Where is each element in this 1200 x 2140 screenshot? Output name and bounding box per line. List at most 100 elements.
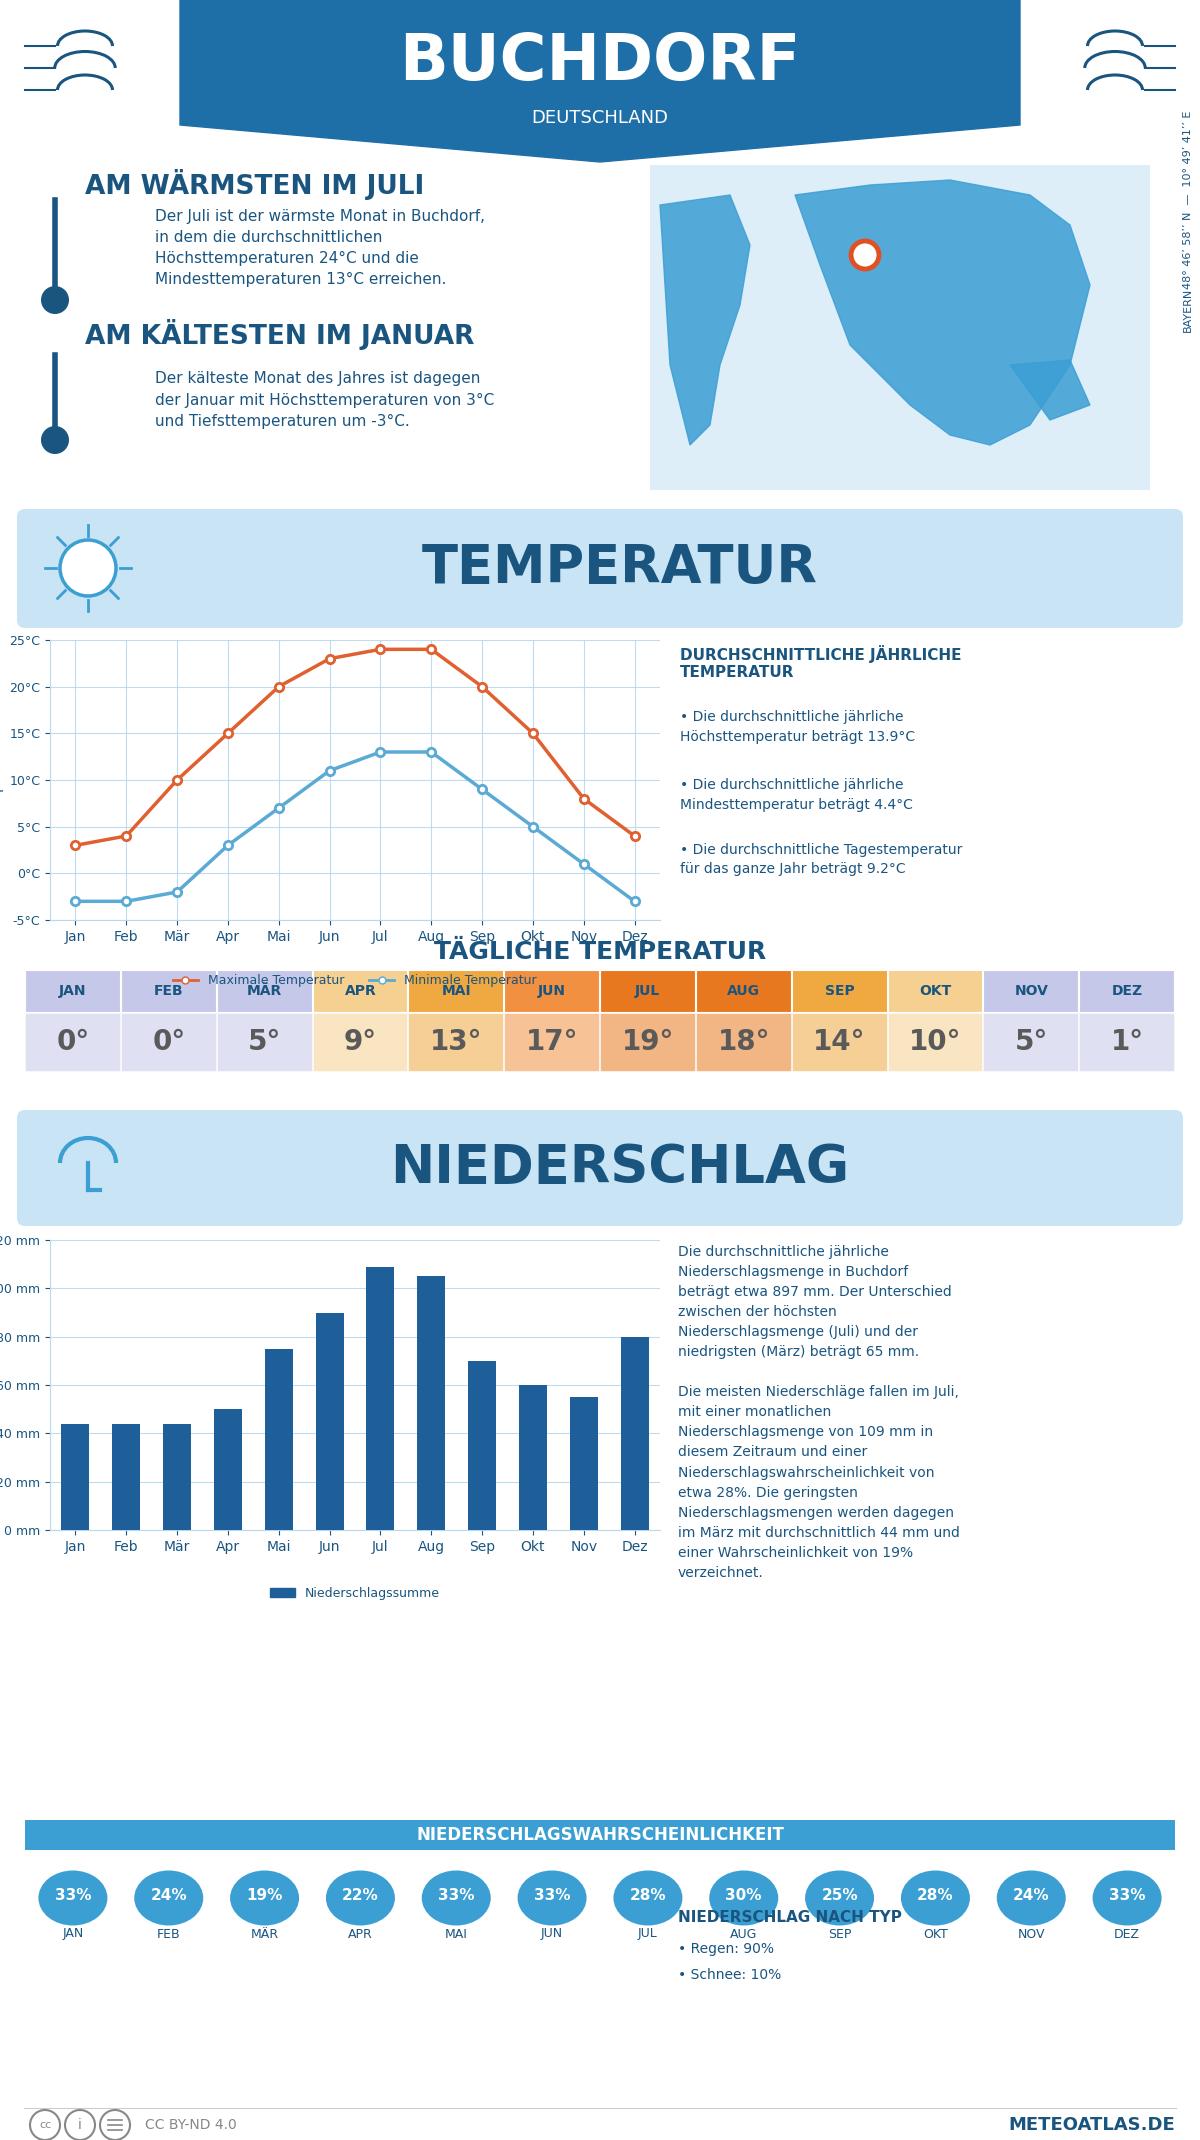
FancyBboxPatch shape: [408, 1012, 503, 1070]
Bar: [61, 1423, 89, 1530]
Text: 48° 46’ 58’’ N  —  10° 49’ 41’’ E: 48° 46’ 58’’ N — 10° 49’ 41’’ E: [1183, 111, 1193, 289]
Polygon shape: [660, 195, 750, 445]
Text: Der kälteste Monat des Jahres ist dagegen
der Januar mit Höchsttemperaturen von : Der kälteste Monat des Jahres ist dagege…: [155, 372, 494, 428]
Text: Der Juli ist der wärmste Monat in Buchdorf,
in dem die durchschnittlichen
Höchst: Der Juli ist der wärmste Monat in Buchdo…: [155, 210, 485, 287]
Text: AM KÄLTESTEN IM JANUAR: AM KÄLTESTEN IM JANUAR: [85, 319, 474, 351]
Text: 5°: 5°: [1014, 1027, 1048, 1055]
Text: AUG: AUG: [727, 984, 761, 997]
Text: SEP: SEP: [824, 984, 854, 997]
FancyBboxPatch shape: [983, 969, 1078, 1012]
Circle shape: [43, 1124, 133, 1213]
Ellipse shape: [134, 1870, 203, 1926]
Polygon shape: [180, 0, 1020, 163]
Text: JAN: JAN: [62, 1928, 84, 1941]
Text: JAN: JAN: [59, 984, 86, 997]
Ellipse shape: [997, 1870, 1066, 1926]
FancyBboxPatch shape: [983, 1012, 1078, 1070]
Text: DEZ: DEZ: [1114, 1928, 1140, 1941]
FancyBboxPatch shape: [121, 969, 216, 1012]
FancyBboxPatch shape: [25, 969, 120, 1012]
Polygon shape: [1010, 360, 1090, 419]
Text: NOV: NOV: [1018, 1928, 1045, 1941]
Text: MÄR: MÄR: [251, 1928, 278, 1941]
Text: CC BY-ND 4.0: CC BY-ND 4.0: [145, 2119, 236, 2131]
Text: APR: APR: [344, 984, 377, 997]
Text: 24%: 24%: [1013, 1887, 1050, 1902]
Text: NIEDERSCHLAGSWAHRSCHEINLICHKEIT: NIEDERSCHLAGSWAHRSCHEINLICHKEIT: [416, 1825, 784, 1845]
Bar: [113, 1423, 140, 1530]
Text: APR: APR: [348, 1928, 373, 1941]
Legend: Niederschlagssumme: Niederschlagssumme: [265, 1581, 445, 1605]
Text: 28%: 28%: [630, 1887, 666, 1902]
Circle shape: [851, 242, 878, 270]
Ellipse shape: [709, 1870, 779, 1926]
Text: NIEDERSCHLAG NACH TYP: NIEDERSCHLAG NACH TYP: [678, 1911, 902, 1926]
Legend: Maximale Temperatur, Minimale Temperatur: Maximale Temperatur, Minimale Temperatur: [168, 969, 542, 993]
Text: i: i: [78, 2119, 82, 2131]
Ellipse shape: [901, 1870, 970, 1926]
Text: OKT: OKT: [919, 984, 952, 997]
Text: • Regen: 90%: • Regen: 90%: [678, 1941, 774, 1956]
Ellipse shape: [805, 1870, 874, 1926]
Bar: [518, 1385, 547, 1530]
Circle shape: [41, 426, 70, 454]
Text: METEOATLAS.DE: METEOATLAS.DE: [1008, 2116, 1175, 2134]
Text: • Schnee: 10%: • Schnee: 10%: [678, 1969, 781, 1982]
FancyBboxPatch shape: [121, 1012, 216, 1070]
FancyBboxPatch shape: [17, 1111, 1183, 1226]
Circle shape: [41, 287, 70, 315]
FancyBboxPatch shape: [25, 1012, 120, 1070]
FancyBboxPatch shape: [696, 1012, 791, 1070]
Ellipse shape: [613, 1870, 683, 1926]
Ellipse shape: [230, 1870, 299, 1926]
Text: • Die durchschnittliche jährliche
Mindesttemperatur beträgt 4.4°C: • Die durchschnittliche jährliche Mindes…: [680, 779, 913, 811]
FancyBboxPatch shape: [1079, 969, 1174, 1012]
Text: • Die durchschnittliche jährliche
Höchsttemperatur beträgt 13.9°C: • Die durchschnittliche jährliche Höchst…: [680, 710, 916, 743]
Ellipse shape: [1092, 1870, 1162, 1926]
FancyBboxPatch shape: [792, 1012, 887, 1070]
Text: MAI: MAI: [445, 1928, 468, 1941]
Text: AM WÄRMSTEN IM JULI: AM WÄRMSTEN IM JULI: [85, 169, 425, 201]
Bar: [366, 1267, 395, 1530]
Text: 30%: 30%: [726, 1887, 762, 1902]
FancyBboxPatch shape: [17, 509, 1183, 627]
FancyBboxPatch shape: [600, 969, 695, 1012]
Circle shape: [43, 522, 133, 612]
FancyBboxPatch shape: [504, 1012, 599, 1070]
Text: 22%: 22%: [342, 1887, 379, 1902]
Text: 13°: 13°: [430, 1027, 482, 1055]
Ellipse shape: [517, 1870, 587, 1926]
Text: SEP: SEP: [828, 1928, 851, 1941]
FancyBboxPatch shape: [312, 1012, 407, 1070]
Text: FEB: FEB: [157, 1928, 180, 1941]
Polygon shape: [796, 180, 1090, 445]
Text: DURCHSCHNITTLICHE JÄHRLICHE
TEMPERATUR: DURCHSCHNITTLICHE JÄHRLICHE TEMPERATUR: [680, 644, 961, 681]
Ellipse shape: [326, 1870, 395, 1926]
Bar: [214, 1408, 242, 1530]
Text: 33%: 33%: [438, 1887, 474, 1902]
FancyBboxPatch shape: [888, 1012, 983, 1070]
Text: DEUTSCHLAND: DEUTSCHLAND: [532, 109, 668, 126]
Text: 1°: 1°: [1110, 1027, 1144, 1055]
Bar: [620, 1338, 648, 1530]
Text: BAYERN: BAYERN: [1183, 289, 1193, 332]
Text: JUL: JUL: [635, 984, 660, 997]
Text: 19%: 19%: [246, 1887, 283, 1902]
Text: FEB: FEB: [154, 984, 184, 997]
Text: 33%: 33%: [534, 1887, 570, 1902]
Text: 33%: 33%: [1109, 1887, 1145, 1902]
FancyBboxPatch shape: [25, 1819, 1175, 1849]
Text: JUN: JUN: [538, 984, 566, 997]
FancyBboxPatch shape: [312, 969, 407, 1012]
Text: 14°: 14°: [814, 1027, 866, 1055]
FancyBboxPatch shape: [217, 969, 312, 1012]
FancyBboxPatch shape: [408, 969, 503, 1012]
Text: 25%: 25%: [821, 1887, 858, 1902]
Text: NOV: NOV: [1014, 984, 1048, 997]
Text: JUL: JUL: [638, 1928, 658, 1941]
Text: TÄGLICHE TEMPERATUR: TÄGLICHE TEMPERATUR: [434, 939, 766, 963]
Text: 28%: 28%: [917, 1887, 954, 1902]
Text: Die durchschnittliche jährliche
Niederschlagsmenge in Buchdorf
beträgt etwa 897 : Die durchschnittliche jährliche Niedersc…: [678, 1245, 960, 1579]
Text: 18°: 18°: [718, 1027, 770, 1055]
FancyBboxPatch shape: [1079, 1012, 1174, 1070]
